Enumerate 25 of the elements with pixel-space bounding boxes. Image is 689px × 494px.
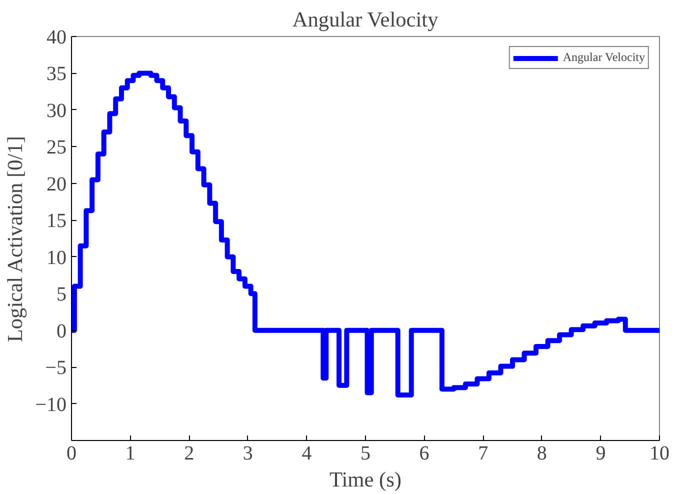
y-axis-title: Logical Activation [0/1]	[3, 136, 28, 342]
y-tick-label: −10	[35, 394, 66, 416]
x-tick-label: 1	[125, 442, 136, 464]
x-tick-label: 7	[478, 442, 488, 464]
y-tick-label: 25	[46, 136, 66, 159]
x-axis-title: Time (s)	[329, 468, 402, 492]
chart-title: Angular Velocity	[292, 8, 439, 32]
y-tick-label: 30	[46, 100, 66, 122]
y-tick-label: 20	[46, 173, 66, 196]
x-tick-label: 10	[650, 442, 670, 464]
x-tick-label: 6	[419, 442, 430, 464]
y-tick-label: 35	[46, 63, 66, 86]
x-tick-label: 8	[536, 442, 547, 464]
y-tick-label: 40	[46, 26, 66, 48]
legend-label: Angular Velocity	[562, 50, 645, 65]
x-tick-label: 5	[360, 442, 370, 464]
x-tick-label: 3	[242, 442, 253, 464]
x-tick-label: 2	[184, 442, 194, 464]
y-tick-label: 10	[46, 246, 66, 269]
x-tick-label: 9	[596, 442, 606, 464]
y-tick-label: 15	[46, 210, 66, 232]
y-tick-label: −5	[45, 357, 66, 380]
y-tick-label: 0	[56, 320, 66, 342]
x-tick-label: 4	[302, 442, 312, 464]
y-tick-label: 5	[56, 284, 66, 306]
